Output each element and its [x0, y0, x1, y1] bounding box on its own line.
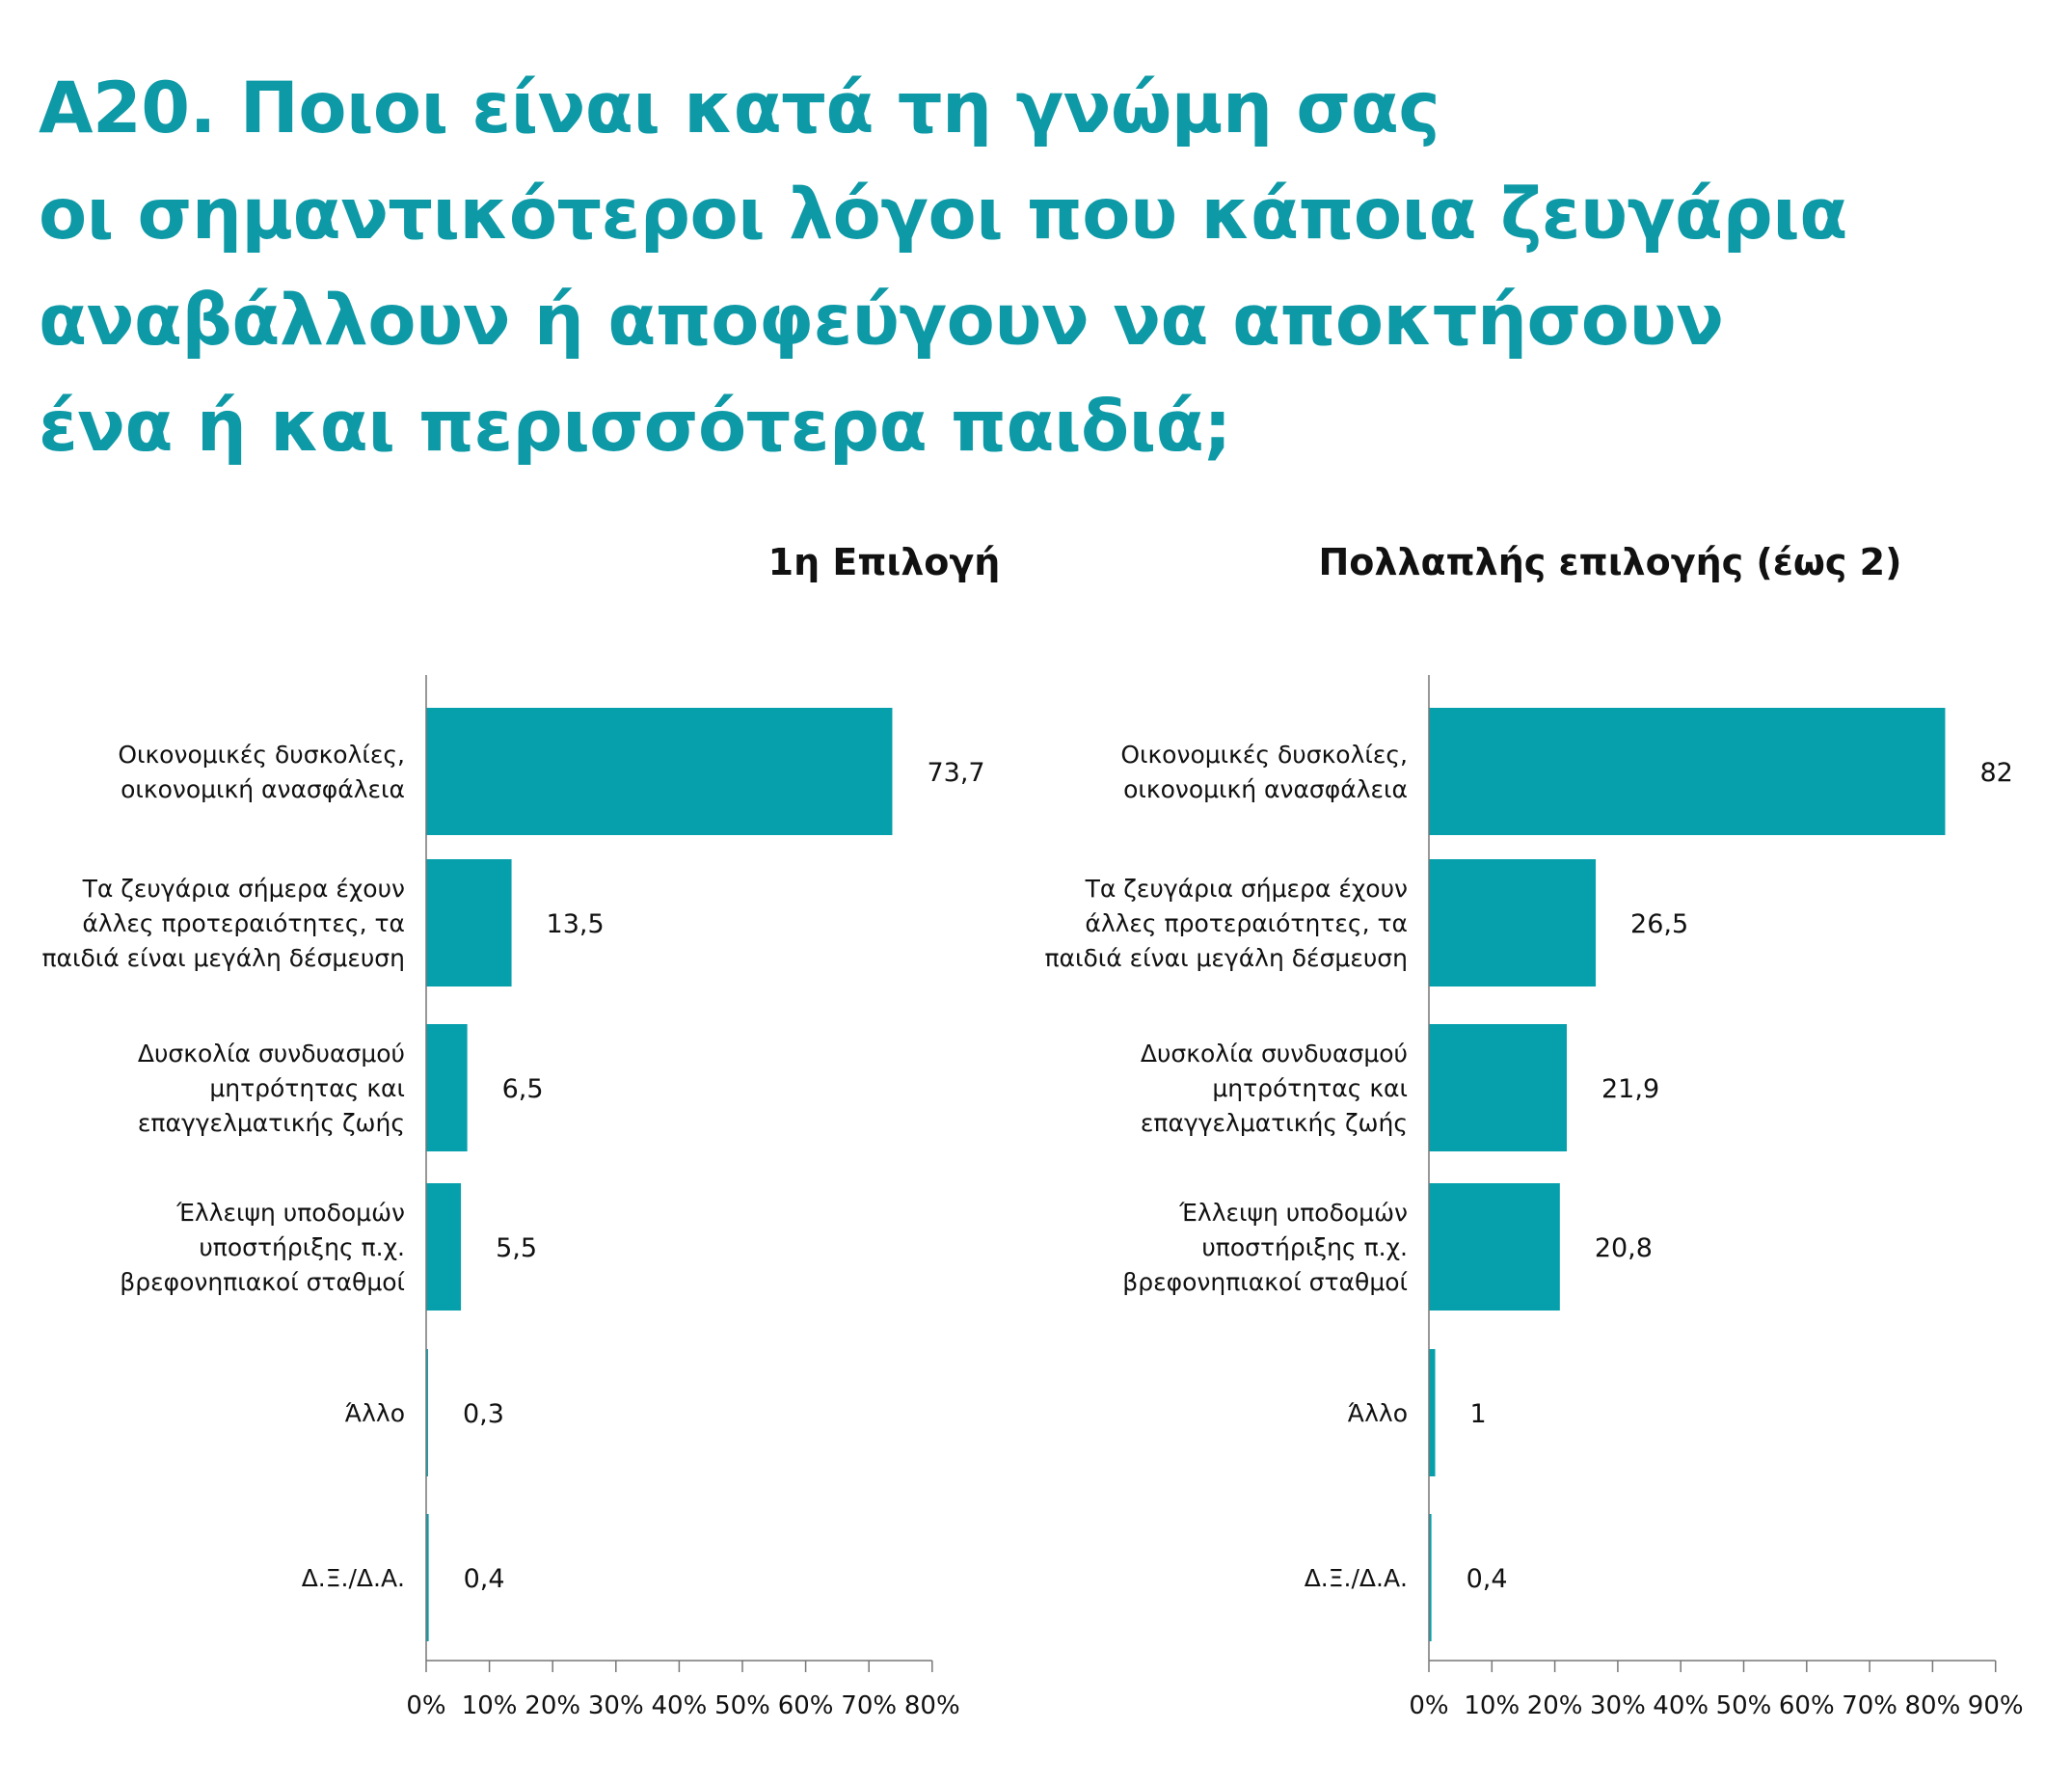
- x-tick-label: 10%: [462, 1691, 518, 1720]
- x-tick-label: 40%: [1653, 1691, 1709, 1720]
- value-label: 26,5: [1630, 909, 1688, 939]
- category-label: Έλλειψη υποδομών: [175, 1199, 405, 1227]
- category-label: Οικονομικές δυσκολίες,: [1120, 741, 1408, 769]
- x-tick-label: 90%: [1968, 1691, 2024, 1720]
- x-tick-label: 50%: [714, 1691, 770, 1720]
- category-label: Άλλο: [1348, 1399, 1408, 1427]
- value-label: 13,5: [547, 909, 605, 939]
- category-label: άλλες προτεραιότητες, τα: [82, 909, 405, 937]
- category-label: παιδιά είναι μεγάλη δέσμευση: [41, 944, 405, 972]
- category-label: επαγγελματικής ζωής: [1141, 1109, 1408, 1137]
- x-tick-label: 70%: [841, 1691, 897, 1720]
- x-tick-label: 50%: [1716, 1691, 1772, 1720]
- category-label: υποστήριξης π.χ.: [1201, 1233, 1408, 1261]
- value-label: 20,8: [1595, 1233, 1653, 1263]
- first-choice-bar-chart: 1η Επιλογή 73,7 Οικονομικές δυσκολίες, οικο…: [41, 541, 1001, 1720]
- bar: [1429, 1514, 1432, 1641]
- x-tick-label: 20%: [1527, 1691, 1583, 1720]
- value-label: 0,4: [1467, 1564, 1508, 1594]
- x-tick-label: 0%: [406, 1691, 445, 1720]
- x-tick-label: 40%: [652, 1691, 708, 1720]
- value-label: 1: [1470, 1399, 1487, 1429]
- chart-title: 1η Επιλογή: [768, 541, 1001, 583]
- category-label: Έλλειψη υποδομών: [1178, 1199, 1408, 1227]
- value-label: 6,5: [502, 1074, 544, 1104]
- bar: [426, 1349, 428, 1476]
- x-tick-label: 60%: [778, 1691, 834, 1720]
- x-tick-label: 80%: [904, 1691, 960, 1720]
- category-label: οικονομική ανασφάλεια: [1123, 775, 1408, 803]
- chart-title: Πολλαπλής επιλογής (έως 2): [1319, 541, 1902, 583]
- category-label: υποστήριξης π.χ.: [199, 1233, 405, 1261]
- bar: [426, 1183, 462, 1311]
- category-label: Δυσκολία συνδυασμού: [138, 1040, 405, 1068]
- category-label: παιδιά είναι μεγάλη δέσμευση: [1044, 944, 1408, 972]
- category-label: Τα ζευγάρια σήμερα έχουν: [82, 875, 405, 903]
- title-line: οι σημαντικότεροι λόγοι που κάποια ζευγά…: [39, 174, 1847, 256]
- multiple-choice-bar-chart: Πολλαπλής επιλογής (έως 2) 82 Οικονομικές …: [1044, 541, 2024, 1720]
- bar: [426, 1024, 468, 1151]
- category-label: Άλλο: [345, 1399, 405, 1427]
- bar: [1429, 1024, 1568, 1151]
- category-label: Οικονομικές δυσκολίες,: [118, 741, 405, 769]
- category-label: άλλες προτεραιότητες, τα: [1085, 909, 1408, 937]
- value-label: 21,9: [1601, 1074, 1659, 1104]
- bar: [426, 859, 512, 987]
- bar: [1429, 1183, 1560, 1311]
- x-tick-label: 10%: [1464, 1691, 1520, 1720]
- x-tick-label: 80%: [1905, 1691, 1961, 1720]
- bar: [426, 1514, 429, 1641]
- bar: [426, 708, 893, 835]
- category-label: Τα ζευγάρια σήμερα έχουν: [1085, 875, 1408, 903]
- title-line: ένα ή και περισσότερα παιδιά;: [39, 386, 1231, 468]
- category-label: οικονομική ανασφάλεια: [121, 775, 405, 803]
- value-label: 82: [1979, 758, 2012, 788]
- category-label: επαγγελματικής ζωής: [138, 1109, 405, 1137]
- page-title: A20. Ποιοι είναι κατά τη γνώμη σας οι ση…: [39, 56, 1967, 480]
- x-tick-label: 20%: [525, 1691, 580, 1720]
- x-tick-label: 60%: [1779, 1691, 1835, 1720]
- x-tick-label: 70%: [1842, 1691, 1897, 1720]
- bar: [1429, 1349, 1436, 1476]
- category-label: Δ.Ξ./Δ.Α.: [302, 1564, 405, 1592]
- x-tick-label: 30%: [1590, 1691, 1646, 1720]
- category-label: Δυσκολία συνδυασμού: [1141, 1040, 1408, 1068]
- value-label: 0,4: [464, 1564, 505, 1594]
- category-label: μητρότητας και: [1212, 1074, 1408, 1102]
- x-tick-label: 30%: [588, 1691, 644, 1720]
- value-label: 73,7: [927, 758, 984, 788]
- bar: [1429, 859, 1597, 987]
- x-tick-label: 0%: [1409, 1691, 1448, 1720]
- title-line: αναβάλλουν ή αποφεύγουν να αποκτήσουν: [39, 280, 1724, 362]
- category-label: βρεφονηπιακοί σταθμοί: [1122, 1268, 1408, 1296]
- title-line: A20. Ποιοι είναι κατά τη γνώμη σας: [39, 68, 1440, 149]
- category-label: μητρότητας και: [209, 1074, 405, 1102]
- value-label: 0,3: [463, 1399, 504, 1429]
- value-label: 5,5: [496, 1233, 537, 1263]
- category-label: Δ.Ξ./Δ.Α.: [1305, 1564, 1408, 1592]
- category-label: βρεφονηπιακοί σταθμοί: [120, 1268, 405, 1296]
- bar: [1429, 708, 1946, 835]
